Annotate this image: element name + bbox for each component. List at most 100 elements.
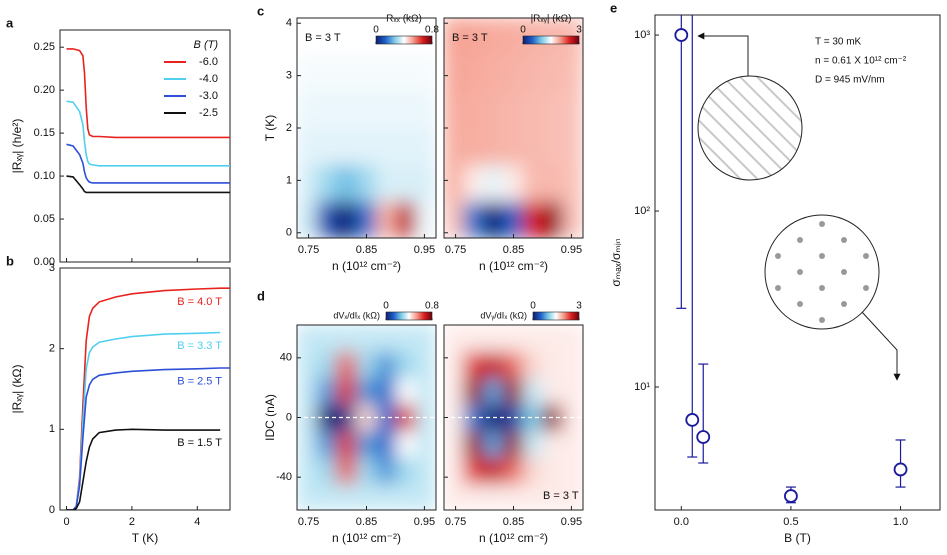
y-tick-label: 2 (286, 122, 292, 134)
hatched-disc (697, 75, 803, 181)
heatmap-cell (336, 164, 358, 202)
heatmap-cell (297, 483, 318, 510)
heatmap-cell (444, 127, 465, 166)
heatmap-cell (316, 325, 338, 352)
heatmap-cell (316, 377, 338, 405)
heatmap-cell (356, 350, 377, 379)
heatmap-cell (562, 377, 583, 405)
series-label: B = 4.0 T (177, 296, 222, 308)
annotation: T = 30 mK (815, 37, 862, 48)
y-tick-label: 0.05 (34, 213, 55, 225)
heatmap-cell (562, 200, 583, 238)
heatmap-cell (483, 164, 505, 202)
heatmap-cell (562, 127, 583, 166)
colorbar-tick-label: 3 (576, 25, 582, 36)
heatmap-cell (522, 164, 544, 202)
heatmap-cell (316, 127, 338, 166)
colorbar-tick-label: 3 (576, 301, 582, 312)
colorbar-label: dVₓ/dIₓ (kΩ) (333, 310, 380, 320)
x-tick-label: 0.75 (298, 516, 319, 528)
heatmap-cell (375, 483, 397, 510)
heatmap-cell (297, 456, 318, 485)
heatmap-cell (297, 200, 318, 238)
heatmap-cell (503, 127, 524, 166)
heatmap (297, 18, 436, 238)
heatmap-cell (356, 377, 377, 405)
heatmap-cell (522, 200, 544, 238)
y-tick-label: 0.10 (34, 170, 55, 182)
heatmap-cell (444, 54, 465, 92)
heatmap-cell (562, 164, 583, 202)
heatmap-cell (375, 377, 397, 405)
heatmap-cell (336, 127, 358, 166)
heatmap-cell (395, 483, 417, 510)
heatmap-cell (336, 350, 358, 379)
heatmap-cell (542, 164, 564, 202)
heatmap-cell (375, 90, 397, 129)
heatmap-cell (375, 456, 397, 485)
heatmap-cell (522, 456, 544, 485)
heatmap-cell (415, 325, 436, 352)
annotation: D = 945 mV/nm (815, 75, 885, 86)
heatmap-cell (483, 483, 505, 510)
heatmap-cell (562, 430, 583, 458)
x-tick-label: 0.95 (561, 516, 582, 528)
heatmap-cell (316, 483, 338, 510)
heatmap-cell (463, 377, 485, 405)
colorbar-tick-label: 0 (530, 301, 536, 312)
heatmap-cell (463, 18, 485, 56)
heatmap-cell (463, 483, 485, 510)
heatmap-cell (395, 200, 417, 238)
heatmap-cell (463, 90, 485, 129)
x-tick-label: 0.75 (298, 244, 319, 256)
series-line (66, 287, 230, 510)
heatmap-cell (483, 200, 505, 238)
heatmap-cell (562, 325, 583, 352)
x-tick-label: 2 (129, 516, 135, 528)
heatmap-cell (503, 483, 524, 510)
heatmap-cell (356, 456, 377, 485)
heatmap-cell (395, 456, 417, 485)
heatmap-cell (356, 127, 377, 166)
heatmap-cell (483, 377, 505, 405)
heatmap-cell (415, 430, 436, 458)
heatmap-cell (503, 350, 524, 379)
y-tick-label: 1 (49, 423, 55, 435)
x-tick-label: 1.0 (893, 516, 908, 528)
heatmap-cell (415, 127, 436, 166)
heatmap-cell (463, 430, 485, 458)
heatmap-cell (522, 483, 544, 510)
heatmap-cell (463, 200, 485, 238)
heatmap-cell (542, 377, 564, 405)
y-axis-label: T (K) (263, 115, 277, 141)
y-axis-label: σₘₐₓ/σₘᵢₙ (609, 238, 623, 286)
heatmap-cell (483, 456, 505, 485)
y-tick-label: 0 (286, 411, 292, 423)
heatmap-cell (444, 456, 465, 485)
heatmap-cell (297, 90, 318, 129)
plot-frame (59, 267, 231, 511)
panel-label: a (6, 15, 14, 30)
heatmap-cell (542, 127, 564, 166)
colorbar-label: dVᵧ/dIₓ (kΩ) (480, 310, 527, 320)
heatmap-cell (316, 430, 338, 458)
colorbar-tick-label: 0.8 (425, 25, 439, 36)
x-tick-label: 4 (194, 516, 200, 528)
series-line (66, 48, 230, 139)
y-axis-label: IDC (nA) (263, 394, 277, 441)
y-tick-label: 2 (49, 343, 55, 355)
heatmap-cell (395, 164, 417, 202)
heatmap-cell (503, 456, 524, 485)
heatmap-cell (375, 200, 397, 238)
x-tick-label: 0.95 (414, 244, 435, 256)
y-tick-label: 0.25 (34, 41, 55, 53)
legend-label: -3.0 (199, 90, 218, 102)
colorbar-tick-label: 0 (373, 25, 379, 36)
series-label: B = 3.3 T (177, 340, 222, 352)
heatmap-cell (444, 325, 465, 352)
heatmap-cell (356, 54, 377, 92)
heatmap-cell (444, 200, 465, 238)
legend-label: -4.0 (199, 73, 218, 85)
data-point (685, 413, 700, 427)
heatmap-cell (503, 18, 524, 56)
